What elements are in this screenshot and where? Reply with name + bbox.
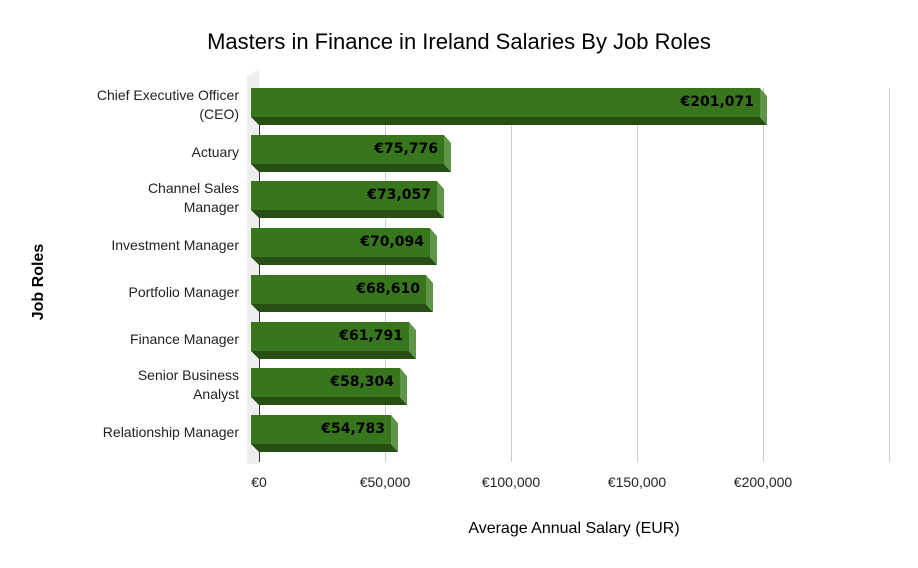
- bar-bottom-shade: [251, 444, 398, 452]
- data-label: €201,071: [680, 94, 754, 110]
- gridline: [763, 88, 764, 462]
- bar-side-shade: [409, 322, 416, 359]
- gridline: [511, 88, 512, 462]
- category-label: Senior Business Analyst: [137, 367, 239, 402]
- data-label: €61,791: [339, 328, 403, 344]
- data-label: €54,783: [321, 421, 385, 437]
- category-label: Actuary: [191, 144, 239, 160]
- x-tick-label: €200,000: [733, 474, 793, 490]
- gridline: [637, 88, 638, 462]
- bar-face: [251, 88, 760, 117]
- bar-face: [251, 135, 444, 164]
- bar-side-shade: [400, 368, 407, 405]
- plot-wall: [247, 76, 259, 464]
- category-label: Channel Sales Manager: [147, 180, 239, 215]
- plot-wall-top: [247, 70, 259, 76]
- bar-face: [251, 228, 430, 257]
- bar-side-shade: [391, 415, 398, 452]
- category-label: Relationship Manager: [102, 424, 239, 440]
- category-label: Investment Manager: [111, 237, 239, 253]
- gridline: [889, 88, 890, 462]
- x-tick-label: €150,000: [607, 474, 667, 490]
- data-label: €68,610: [356, 281, 420, 297]
- x-axis-label: Average Annual Salary (EUR): [468, 520, 680, 537]
- bar-bottom-shade: [251, 304, 433, 312]
- category-label: Finance Manager: [130, 331, 239, 347]
- data-label: €75,776: [374, 141, 438, 157]
- x-tick-label: €50,000: [359, 474, 411, 490]
- bar-face: [251, 322, 409, 351]
- x-tick-label: €0: [251, 474, 267, 490]
- category-label: Portfolio Manager: [128, 284, 239, 300]
- bar-side-shade: [760, 88, 767, 125]
- category-label: Chief Executive Officer (CEO): [96, 87, 239, 122]
- data-label: €73,057: [367, 187, 431, 203]
- data-label: €70,094: [360, 234, 424, 250]
- bar-bottom-shade: [251, 117, 767, 125]
- bar-side-shade: [426, 275, 433, 312]
- bar-face: [251, 275, 426, 304]
- bar-face: [251, 181, 437, 210]
- bar-bottom-shade: [251, 210, 444, 218]
- bar-bottom-shade: [251, 164, 451, 172]
- bar-face: [251, 368, 400, 397]
- data-label: €58,304: [330, 374, 394, 390]
- bar-bottom-shade: [251, 257, 437, 265]
- chart-title: Masters in Finance in Ireland Salaries B…: [207, 29, 711, 54]
- bar-bottom-shade: [251, 351, 416, 359]
- x-tick-label: €100,000: [481, 474, 541, 490]
- bar-side-shade: [444, 135, 451, 172]
- bar-side-shade: [430, 228, 437, 265]
- bar-bottom-shade: [251, 397, 407, 405]
- bar-side-shade: [437, 181, 444, 218]
- bar-face: [251, 415, 391, 444]
